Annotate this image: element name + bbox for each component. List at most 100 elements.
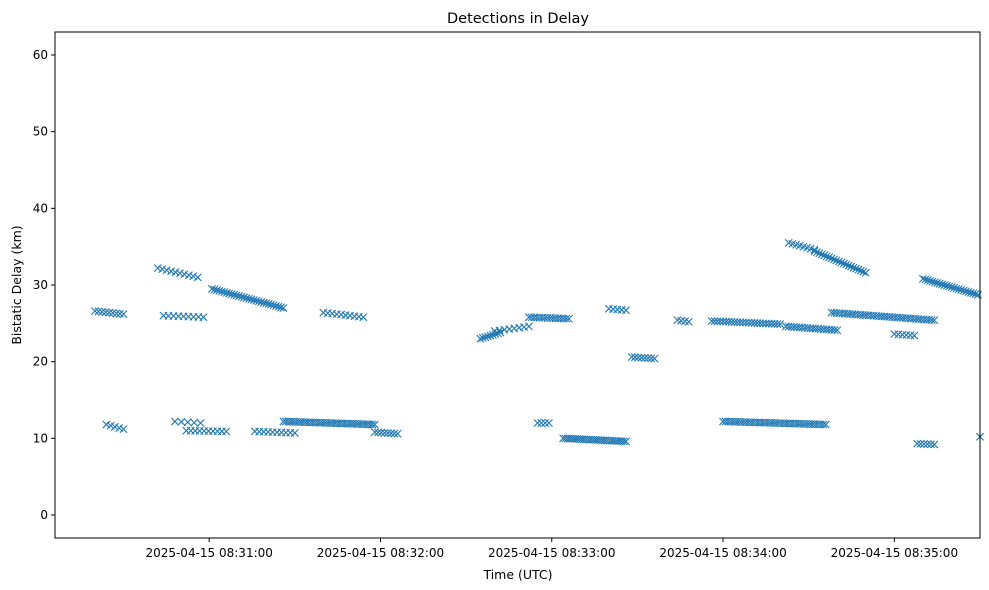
data-point <box>90 307 99 316</box>
y-tick-label: 0 <box>40 508 48 522</box>
data-point <box>959 286 968 295</box>
data-point <box>830 255 838 264</box>
data-point <box>621 437 630 446</box>
data-point <box>630 353 639 362</box>
data-point <box>264 300 273 309</box>
data-point <box>170 417 179 426</box>
data-point <box>817 250 826 259</box>
data-point <box>119 310 128 319</box>
data-point <box>247 295 256 304</box>
data-point <box>359 313 368 322</box>
data-point <box>115 309 124 318</box>
data-point <box>217 287 226 296</box>
data-point <box>272 302 281 311</box>
data-point <box>842 260 851 269</box>
data-point <box>942 281 951 290</box>
data-point <box>847 262 856 271</box>
data-point <box>390 429 399 438</box>
y-tick-label: 50 <box>33 125 48 139</box>
data-point <box>254 297 263 306</box>
data-point <box>923 276 932 285</box>
data-point <box>773 319 782 328</box>
data-point <box>262 299 271 308</box>
data-point <box>212 286 221 295</box>
data-point <box>496 328 505 337</box>
data-point <box>227 290 236 299</box>
data-point <box>827 254 836 263</box>
data-point <box>918 274 927 283</box>
data-point <box>819 420 828 429</box>
data-point <box>220 288 229 297</box>
data-point <box>215 286 224 295</box>
data-point <box>112 309 121 318</box>
x-tick-label: 2025-04-15 08:35:00 <box>831 546 958 560</box>
data-point <box>971 290 980 299</box>
data-point <box>235 292 244 301</box>
data-point <box>640 353 649 362</box>
data-point <box>481 333 490 342</box>
data-point <box>370 420 379 429</box>
data-point <box>923 440 932 449</box>
data-point <box>938 280 947 289</box>
data-point <box>930 278 939 287</box>
data-point <box>387 429 396 438</box>
data-point <box>913 439 922 448</box>
y-tick-label: 60 <box>33 48 48 62</box>
data-point <box>383 429 392 438</box>
data-point <box>290 428 299 437</box>
data-point <box>947 283 956 292</box>
data-point <box>193 273 202 282</box>
data-point <box>920 440 929 448</box>
plot-frame <box>54 31 981 539</box>
data-point <box>183 418 192 427</box>
data-point <box>524 322 533 331</box>
data-point <box>249 296 258 305</box>
x-tick-label: 2025-04-15 08:34:00 <box>659 546 786 560</box>
data-point <box>962 287 970 296</box>
data-point <box>856 266 865 275</box>
data-point <box>930 440 939 449</box>
data-point <box>544 419 553 427</box>
data-point <box>933 279 942 288</box>
y-tick-label: 40 <box>33 201 48 215</box>
x-tick-label: 2025-04-15 08:32:00 <box>317 546 444 560</box>
y-axis-label: Bistatic Delay (km) <box>9 225 24 344</box>
data-point <box>952 284 961 293</box>
data-point <box>969 289 978 298</box>
y-tick-label: 20 <box>33 355 48 369</box>
x-axis-label: Time (UTC) <box>482 567 552 582</box>
data-point <box>619 437 628 446</box>
data-point <box>966 288 975 297</box>
data-point <box>279 304 288 312</box>
data-point <box>927 316 936 325</box>
data-point <box>199 313 208 322</box>
y-axis: 0 10 20 30 40 50 60 <box>33 48 55 522</box>
x-tick-label: 2025-04-15 08:33:00 <box>488 546 615 560</box>
data-point <box>476 334 485 343</box>
data-point <box>916 439 925 448</box>
data-point <box>935 279 944 288</box>
data-point <box>832 256 841 265</box>
data-point <box>926 440 935 449</box>
data-point <box>240 293 249 302</box>
data-point <box>533 419 542 427</box>
data-point <box>564 314 573 323</box>
data-point <box>267 300 276 309</box>
data-point <box>957 285 966 294</box>
data-point <box>257 298 266 307</box>
data-point <box>844 261 853 270</box>
data-point <box>225 289 234 298</box>
data-point <box>483 332 492 341</box>
data-point <box>374 428 383 437</box>
data-point <box>177 417 186 426</box>
data-point <box>861 268 870 277</box>
data-point <box>222 427 231 436</box>
data-point <box>244 294 253 303</box>
data-point <box>928 277 937 286</box>
scatter-marks <box>90 238 984 449</box>
data-point <box>478 333 487 342</box>
x-tick-label: 2025-04-15 08:31:00 <box>145 546 272 560</box>
data-point <box>230 290 239 299</box>
